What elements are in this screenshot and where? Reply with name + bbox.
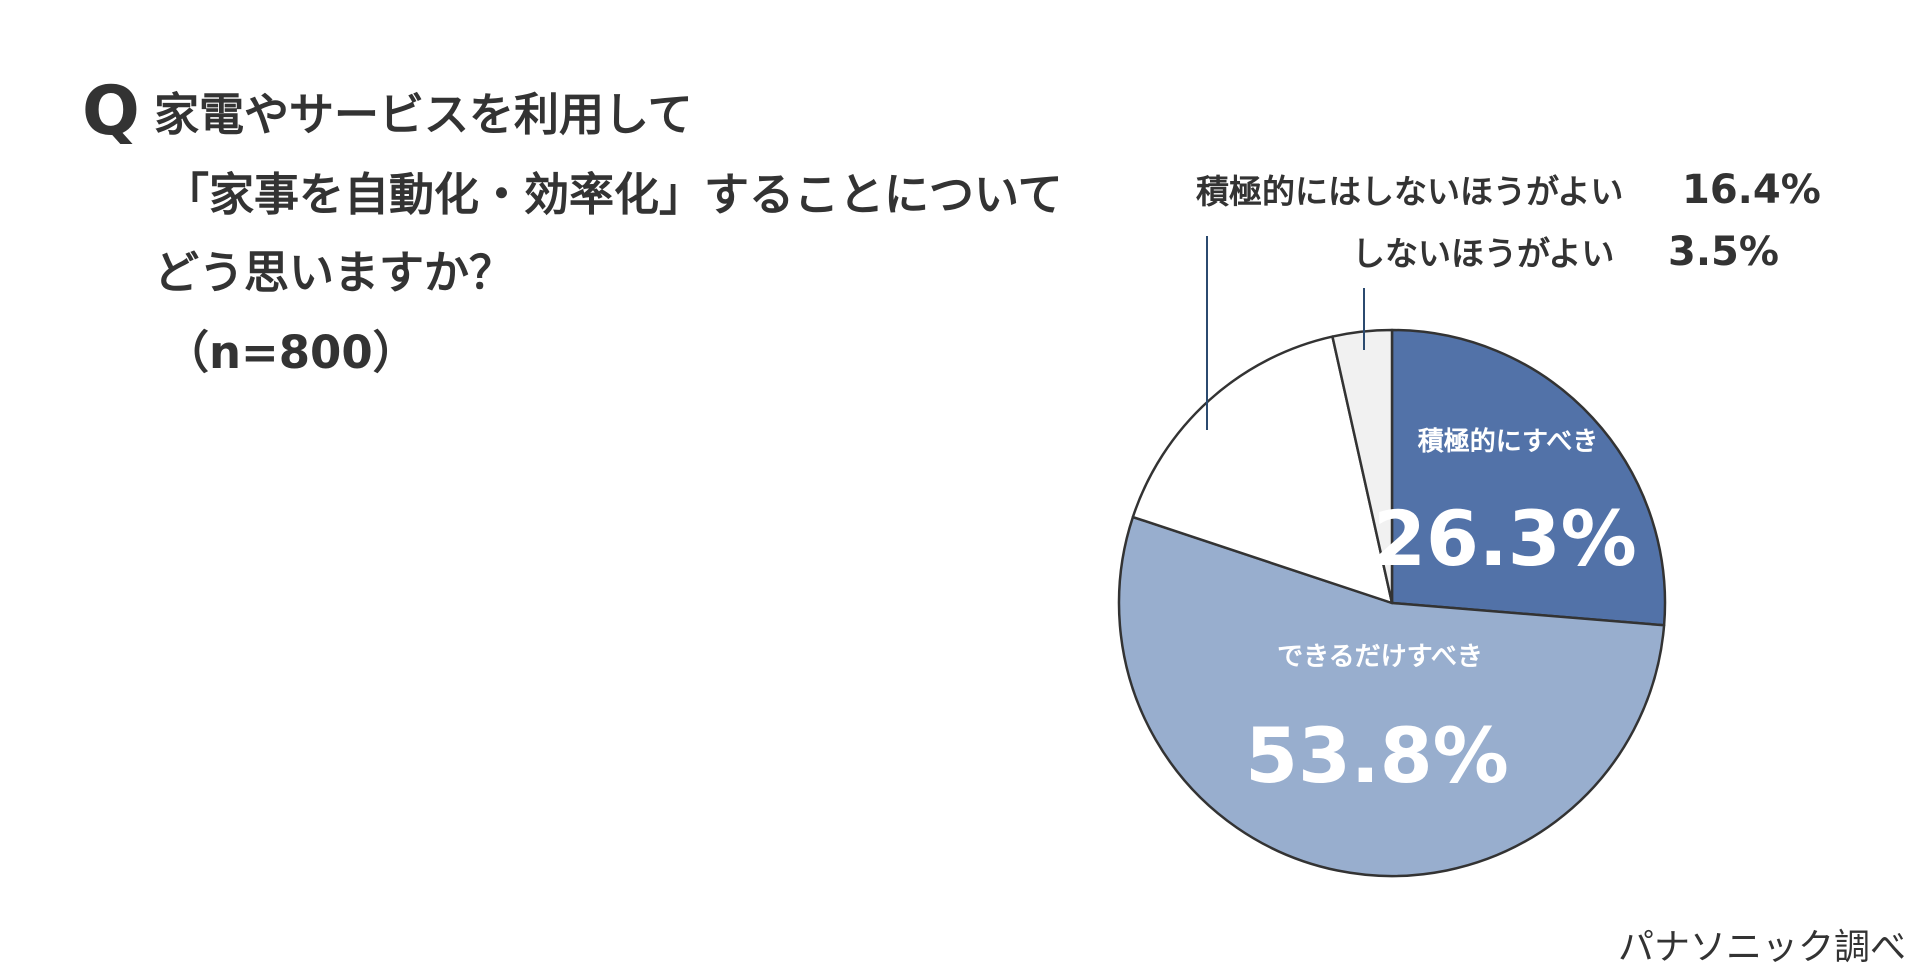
question-line-1: 家電やサービスを利用して (154, 88, 693, 141)
question-line-3: どう思いますか？ (154, 246, 515, 299)
question-block: Q 家電やサービスを利用して 「家事を自動化・効率化」することについて どう思い… (82, 78, 1142, 388)
pie-slice-1 (1390, 328, 1667, 627)
slice-value-1: 26.3% (1373, 494, 1637, 583)
slice-label-4: しないほうがよい (1352, 234, 1614, 273)
question-mark: Q (82, 72, 140, 151)
pie-slice-4 (1331, 328, 1394, 605)
pie-slices (1117, 328, 1667, 878)
slice-label-2: できるだけすべき (1277, 642, 1483, 672)
slice-label-1: 積極的にすべき (1418, 426, 1598, 457)
question-line-2: 「家事を自動化・効率化」することについて (164, 168, 1063, 221)
pie-slice-3 (1131, 335, 1394, 605)
slice-value-3: 16.4% (1682, 167, 1821, 213)
slice-label-3: 積極的にはしないほうがよい (1196, 172, 1623, 211)
slice-value-2: 53.8% (1245, 711, 1509, 800)
pie-slice-2 (1117, 515, 1666, 878)
slice-value-4: 3.5% (1668, 229, 1779, 275)
source-credit: パナソニック調べ (1617, 927, 1906, 968)
question-sample-size: （n=800） (164, 326, 418, 379)
